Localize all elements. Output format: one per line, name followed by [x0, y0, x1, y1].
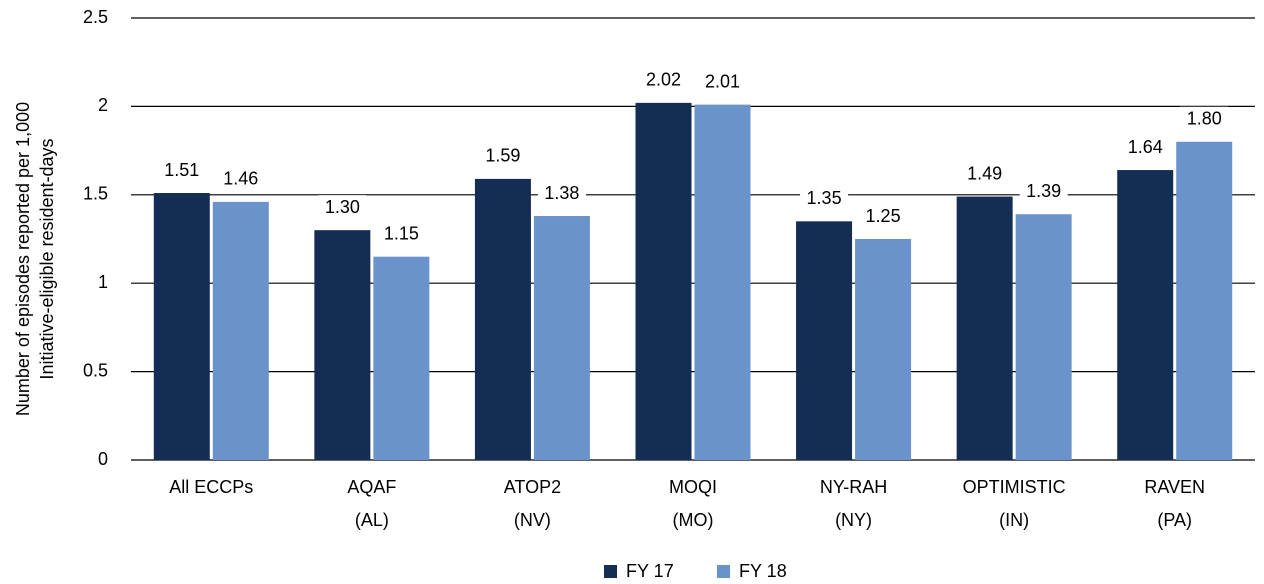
value-label: 1.39 — [1026, 181, 1061, 201]
bar — [796, 221, 853, 460]
y-tick-label: 2 — [98, 95, 108, 115]
value-label: 1.38 — [544, 183, 579, 203]
value-label-bg — [859, 204, 908, 230]
x-tick-label: All ECCPs — [169, 477, 253, 497]
value-label-bg — [800, 186, 849, 213]
legend-swatch — [604, 565, 617, 578]
value-label-bg — [1121, 135, 1170, 162]
bar — [153, 193, 210, 461]
value-label-bg — [318, 195, 367, 222]
bar — [855, 239, 912, 460]
x-tick-label: RAVEN — [1144, 477, 1205, 497]
y-axis-label: Number of episodes reported per 1,000 — [13, 102, 33, 416]
value-label: 2.02 — [646, 70, 681, 90]
value-label-bg — [639, 67, 688, 94]
value-label: 1.59 — [485, 146, 520, 166]
y-axis-label: Initiative-eligible resident-days — [37, 138, 57, 379]
value-label-bg — [478, 143, 527, 170]
value-label: 2.01 — [705, 71, 740, 91]
bar — [1015, 214, 1072, 460]
value-label-bg — [1019, 179, 1068, 206]
bar — [373, 256, 430, 460]
bar — [694, 104, 751, 460]
y-tick-label: 1 — [98, 272, 108, 292]
value-label: 1.30 — [325, 197, 360, 217]
x-tick-label: (IN) — [999, 510, 1029, 530]
legend-swatch — [717, 565, 730, 578]
bar — [635, 102, 692, 460]
x-tick-label: (NY) — [835, 510, 872, 530]
y-tick-label: 0 — [98, 449, 108, 469]
bar — [314, 230, 371, 460]
y-tick-label: 2.5 — [83, 7, 108, 27]
legend-label: FY 18 — [739, 561, 787, 581]
x-tick-label: OPTIMISTIC — [963, 477, 1066, 497]
value-label: 1.49 — [967, 163, 1002, 183]
value-label-bg — [698, 69, 747, 96]
y-tick-label: 1.5 — [83, 184, 108, 204]
x-tick-label: ATOP2 — [504, 477, 561, 497]
value-label: 1.15 — [384, 223, 419, 243]
y-tick-label: 0.5 — [83, 360, 108, 380]
bar — [956, 196, 1013, 460]
value-label-bg — [960, 161, 1009, 188]
legend-label: FY 17 — [626, 561, 674, 581]
value-label: 1.35 — [807, 188, 842, 208]
value-label-bg — [377, 221, 426, 248]
bar — [1176, 141, 1233, 460]
bar — [474, 178, 531, 460]
x-tick-label: AQAF — [347, 477, 396, 497]
bar — [1117, 170, 1174, 460]
x-tick-label: (AL) — [355, 510, 389, 530]
value-label: 1.80 — [1187, 109, 1222, 129]
x-tick-label: MOQI — [669, 477, 717, 497]
value-label: 1.46 — [223, 169, 258, 189]
value-label: 1.51 — [164, 160, 199, 180]
value-label: 1.64 — [1128, 137, 1163, 157]
x-tick-label: (PA) — [1157, 510, 1192, 530]
x-tick-label: (MO) — [673, 510, 714, 530]
value-label-bg — [537, 181, 586, 208]
x-tick-label: (NV) — [514, 510, 551, 530]
value-label-bg — [216, 166, 265, 193]
bar — [212, 201, 269, 460]
value-label: 1.25 — [866, 206, 901, 226]
bar — [533, 216, 590, 460]
x-tick-label: NY-RAH — [820, 477, 887, 497]
value-label-bg — [157, 158, 206, 185]
value-label-bg — [1180, 106, 1229, 133]
